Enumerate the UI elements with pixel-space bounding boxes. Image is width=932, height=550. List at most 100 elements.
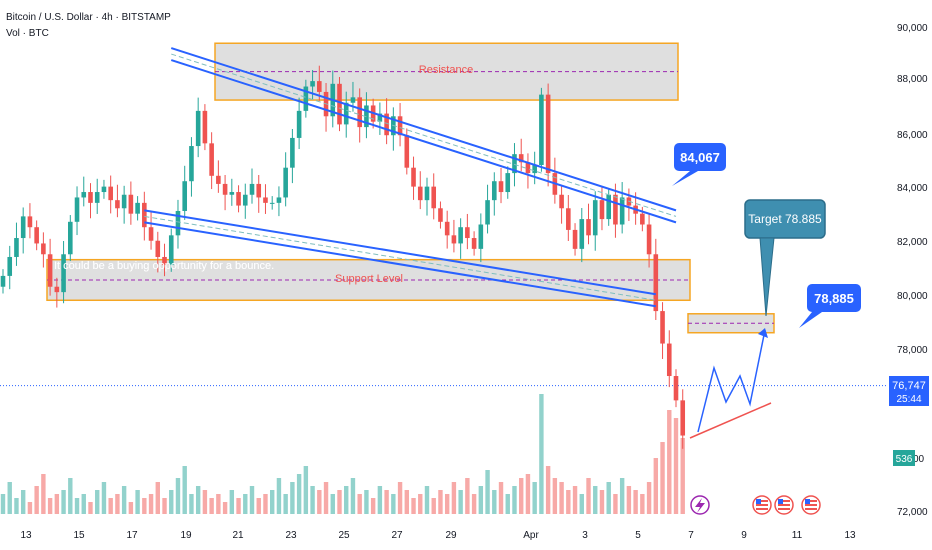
event-icons[interactable]: [690, 495, 821, 515]
last-price-badge: [889, 376, 929, 406]
candle: [586, 219, 591, 236]
candle: [236, 192, 241, 206]
symbol-title: Bitcoin / U.S. Dollar · 4h · BITSTAMP: [6, 12, 171, 23]
price-axis[interactable]: 90,000 88,000 86,000 84,000 82,000 80,00…: [889, 23, 929, 518]
volume-bar: [95, 490, 100, 514]
candle: [640, 213, 645, 225]
time-axis[interactable]: 13 15 17 19 21 23 25 27 29 Apr 3 5 7 9 1…: [20, 530, 856, 541]
us-flag-icon[interactable]: [774, 495, 794, 515]
candle: [101, 186, 107, 193]
volume-bar: [673, 418, 679, 514]
upper-channel-mid: [171, 53, 677, 217]
volume-bar: [397, 482, 403, 514]
price-tick: 82,000: [897, 237, 928, 248]
volume-bar: [270, 490, 275, 514]
target-callout[interactable]: Target 78.885: [744, 199, 826, 317]
candle: [471, 238, 477, 249]
volume-bar: [572, 486, 578, 514]
price-tick: 84,000: [897, 183, 928, 194]
volume-bar: [444, 494, 450, 514]
candle: [424, 186, 430, 201]
volume-bar: [195, 486, 201, 514]
candle: [216, 175, 221, 184]
lightning-glyph-icon: [695, 498, 705, 513]
candle: [680, 400, 686, 436]
us-flag-icon[interactable]: [801, 495, 821, 515]
volume-bar: [236, 498, 241, 514]
time-tick: 15: [73, 530, 85, 541]
volume-bar: [370, 498, 376, 514]
candle: [47, 254, 53, 287]
candle: [168, 235, 174, 266]
lower-channel-bottom: [144, 221, 656, 308]
candle: [290, 137, 295, 168]
volume-bar: [626, 486, 632, 514]
volume-bar: [155, 482, 160, 514]
candle: [209, 143, 214, 176]
volume-bar: [243, 494, 248, 514]
volume-bar: [317, 490, 322, 514]
candle: [108, 186, 113, 201]
candle: [135, 202, 140, 214]
target-callout-text: Target 78.885: [748, 212, 822, 226]
volume-bar: [189, 494, 194, 514]
volume-bar: [74, 498, 80, 514]
volume-bar: [135, 490, 140, 514]
candle: [660, 311, 665, 344]
volume-bar: [438, 490, 443, 514]
time-tick: 27: [391, 530, 403, 541]
candle: [357, 97, 362, 128]
volume-bar: [310, 486, 315, 514]
candle: [34, 227, 39, 244]
volume-bar: [81, 494, 86, 514]
volume-bar: [108, 498, 113, 514]
volume-bar: [471, 494, 477, 514]
volume-bar: [458, 490, 463, 514]
volume-bar: [404, 490, 409, 514]
volume-bar: [539, 394, 544, 514]
volume-bar: [660, 442, 665, 514]
candle: [7, 256, 13, 276]
candle: [384, 113, 389, 136]
us-flag-icon[interactable]: [752, 495, 772, 515]
candle: [465, 227, 470, 239]
volume-bar: [619, 478, 625, 514]
candle: [512, 154, 517, 174]
candle: [68, 221, 73, 255]
candle: [222, 183, 228, 195]
volume-bar: [68, 478, 73, 514]
candle: [579, 219, 585, 249]
candles: [0, 65, 686, 449]
volume-bar: [330, 494, 335, 514]
candle: [20, 216, 26, 239]
callout-78885-text: 78,885: [814, 291, 854, 306]
volume-bar: [465, 478, 470, 514]
volume-bar: [525, 474, 531, 514]
callout-78885[interactable]: 78,885: [799, 284, 861, 328]
candle: [121, 194, 127, 209]
candle: [81, 192, 87, 198]
volume-bar: [552, 478, 558, 514]
volume-bar: [148, 494, 154, 514]
price-tick: 90,000: [897, 23, 928, 34]
callout-84067[interactable]: 84,067: [672, 143, 726, 186]
candle: [115, 200, 120, 209]
candle: [539, 94, 544, 165]
volume-bar: [411, 498, 416, 514]
candle: [195, 110, 201, 147]
volume-bar: [640, 494, 645, 514]
volume-bar: [128, 502, 134, 514]
candle: [599, 200, 605, 220]
volume-bar: [337, 490, 342, 514]
partial-price-tick: 00: [913, 454, 925, 465]
volume-bar: [357, 494, 362, 514]
time-tick: 7: [688, 530, 694, 541]
buying-opportunity-note: It could be a buying opportunity for a b…: [54, 260, 274, 272]
candle: [202, 110, 208, 144]
volume-bar: [121, 486, 127, 514]
volume-bar: [283, 494, 288, 514]
volume-bar: [296, 474, 302, 514]
candle: [404, 135, 410, 168]
volume-bar: [599, 490, 605, 514]
